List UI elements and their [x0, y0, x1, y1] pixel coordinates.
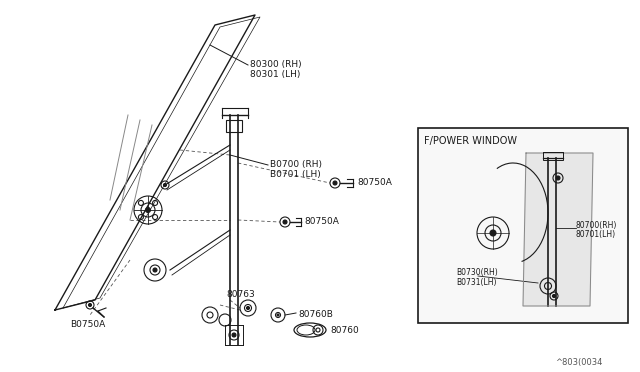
Circle shape [153, 268, 157, 272]
Bar [543, 152, 563, 160]
Circle shape [552, 295, 556, 298]
Text: 80760B: 80760B [298, 310, 333, 319]
Circle shape [163, 183, 166, 186]
Circle shape [277, 314, 279, 316]
Text: 80701(LH): 80701(LH) [576, 230, 616, 239]
Text: 80763: 80763 [226, 290, 255, 299]
Text: 80700(RH): 80700(RH) [576, 221, 618, 230]
Text: 80300 (RH): 80300 (RH) [250, 60, 301, 69]
Text: F/POWER WINDOW: F/POWER WINDOW [424, 136, 517, 146]
Circle shape [283, 220, 287, 224]
Circle shape [145, 208, 150, 212]
Text: B0731(LH): B0731(LH) [456, 278, 497, 287]
Polygon shape [523, 153, 593, 306]
Text: 80750A: 80750A [357, 178, 392, 187]
Bar [418, 128, 628, 323]
Circle shape [246, 307, 250, 310]
Bar [226, 120, 242, 132]
Text: 80760: 80760 [330, 326, 359, 335]
Text: 80301 (LH): 80301 (LH) [250, 70, 300, 79]
Text: B0750A: B0750A [70, 320, 105, 329]
Text: 80750A: 80750A [304, 217, 339, 226]
Circle shape [490, 230, 496, 236]
Text: ^803(0034: ^803(0034 [555, 358, 602, 367]
Circle shape [232, 333, 236, 337]
Circle shape [88, 304, 92, 307]
Circle shape [333, 181, 337, 185]
Text: B0700 (RH): B0700 (RH) [270, 160, 322, 169]
Text: B0730(RH): B0730(RH) [456, 268, 498, 277]
Circle shape [556, 176, 560, 180]
Text: B0701 (LH): B0701 (LH) [270, 170, 321, 179]
